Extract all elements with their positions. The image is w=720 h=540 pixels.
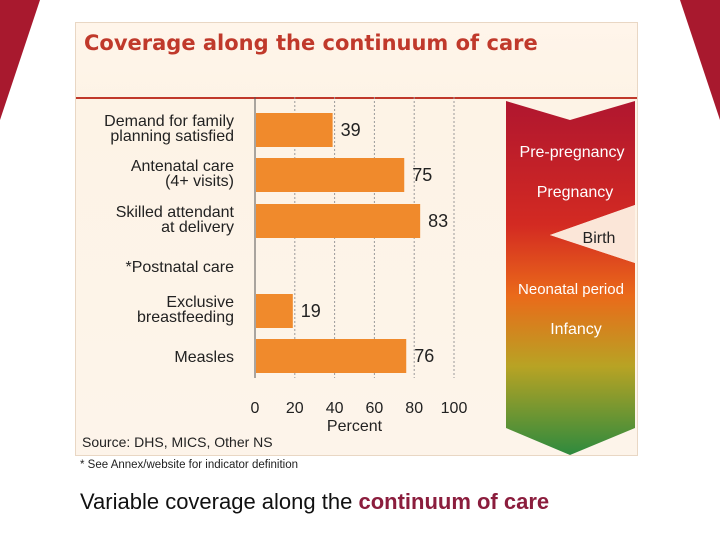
- x-tick-label: 20: [286, 400, 304, 417]
- footnote: * See Annex/website for indicator defini…: [80, 459, 298, 471]
- category-label: Measles: [174, 349, 234, 366]
- bar: [256, 158, 405, 192]
- data-label: 39: [341, 120, 361, 140]
- category-label: (4+ visits): [165, 173, 234, 190]
- x-tick-label: 100: [441, 400, 468, 417]
- x-tick-label: 0: [251, 400, 260, 417]
- category-label: Antenatal care: [131, 158, 234, 175]
- caption-highlight: continuum of care: [358, 489, 550, 514]
- category-label: breastfeeding: [137, 309, 234, 326]
- bar: [256, 204, 421, 238]
- data-label: 75: [412, 165, 432, 185]
- data-label: 76: [414, 346, 434, 366]
- chart-figure: Coverage along the continuum of care 0 20…: [75, 22, 638, 456]
- category-label: at delivery: [161, 219, 234, 236]
- x-tick-label: 60: [366, 400, 384, 417]
- stage-label: Neonatal period: [518, 281, 624, 298]
- bar: [256, 294, 293, 328]
- x-axis-title: Percent: [327, 418, 383, 435]
- x-tick-label: 80: [405, 400, 423, 417]
- bar: [256, 339, 407, 373]
- category-label: Demand for family: [104, 113, 234, 130]
- stage-label: Pre-pregnancy: [520, 144, 625, 161]
- bar-chart: 0 20 40 60 80 100 Percent Demand for familyplan…: [104, 97, 635, 455]
- bar: [256, 113, 333, 147]
- data-label: 19: [301, 301, 321, 321]
- category-label: Exclusive: [166, 294, 234, 311]
- chart-title: Coverage along the continuum of care: [84, 31, 538, 55]
- slide-accent-right: [680, 0, 720, 120]
- title-divider: [76, 97, 637, 99]
- stage-label: Birth: [583, 230, 616, 247]
- category-label: *Postnatal care: [125, 259, 234, 276]
- birth-wedge: [550, 205, 635, 263]
- category-label: planning satisfied: [110, 128, 234, 145]
- slide-caption: Variable coverage along the continuum of…: [80, 489, 549, 515]
- category-label: Skilled attendant: [116, 204, 235, 221]
- x-tick-label: 40: [326, 400, 344, 417]
- continuum-arrow: [506, 101, 635, 455]
- slide-accent-left: [0, 0, 40, 120]
- caption-prefix: Variable coverage along the: [80, 489, 359, 514]
- stage-label: Infancy: [550, 321, 602, 338]
- chart-source: Source: DHS, MICS, Other NS: [82, 434, 273, 450]
- data-label: 83: [428, 211, 448, 231]
- stage-label: Pregnancy: [537, 184, 614, 201]
